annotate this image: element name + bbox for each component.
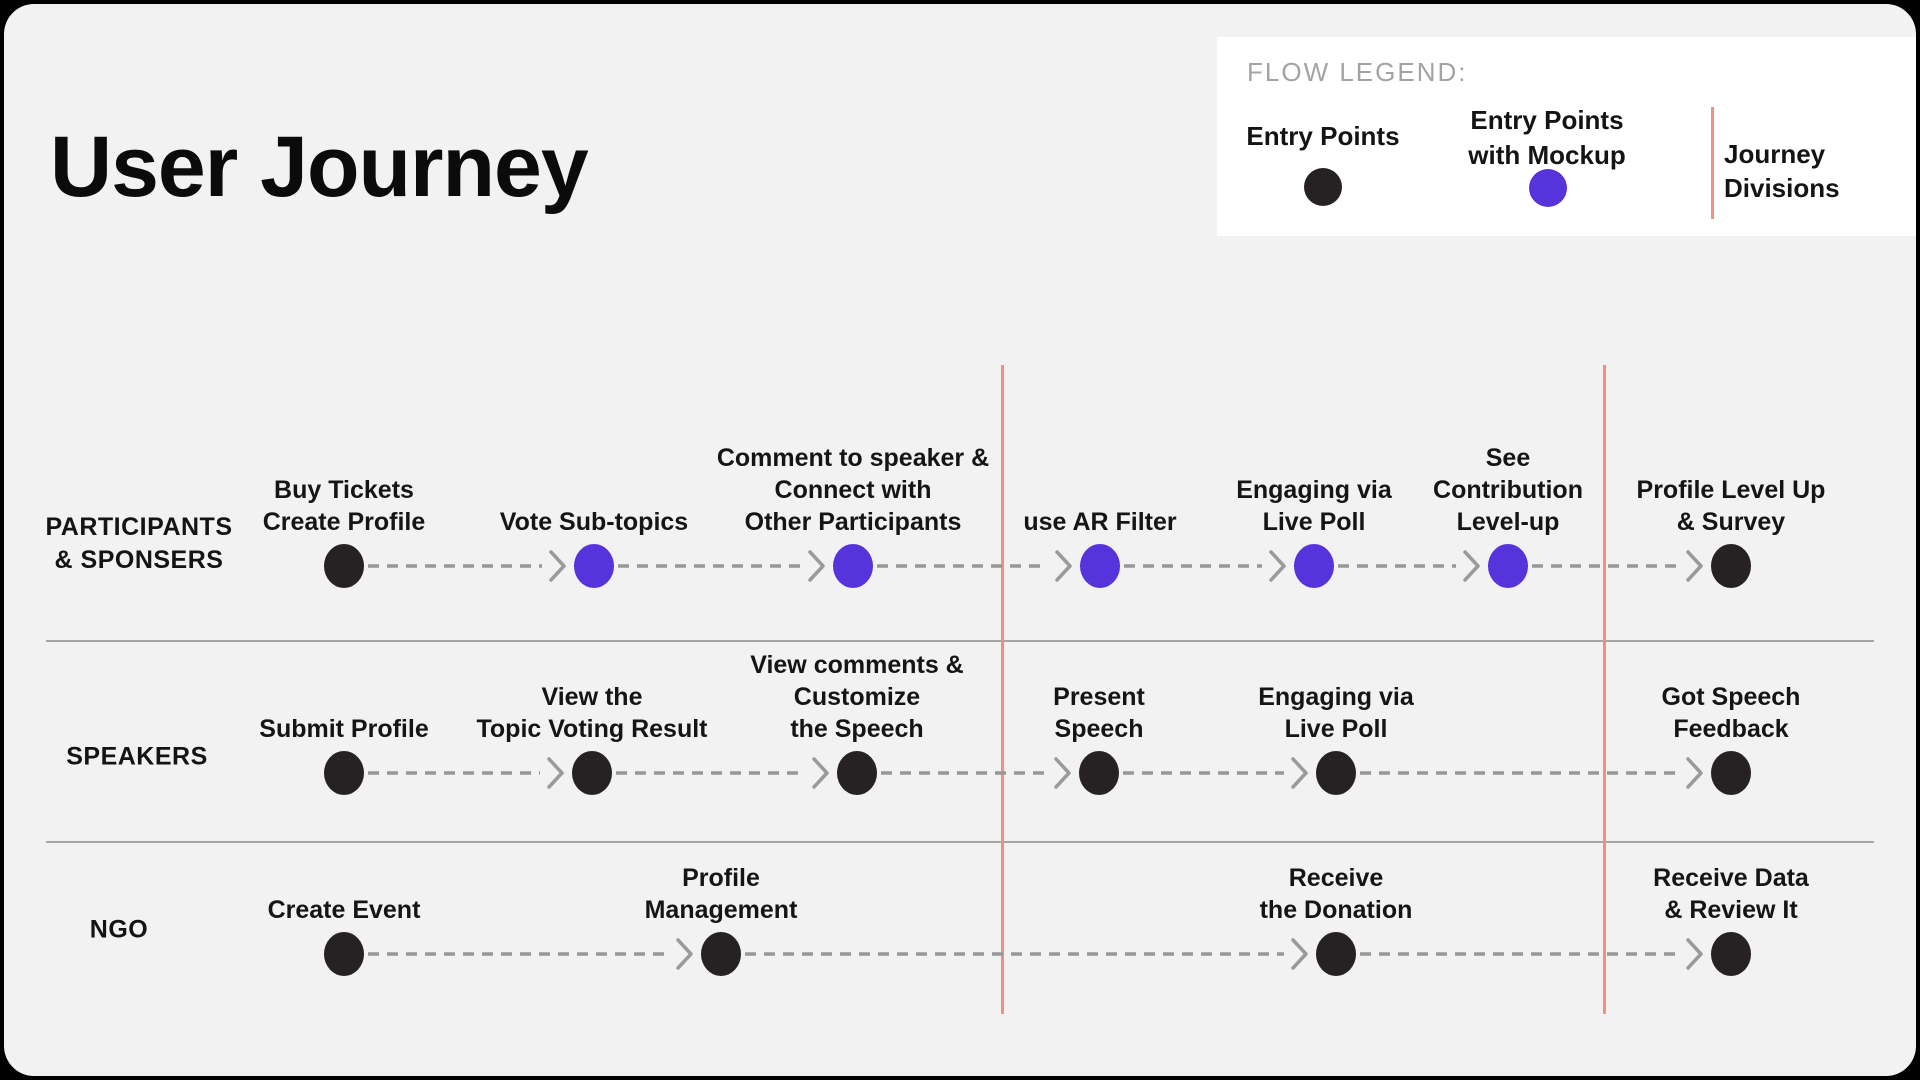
entry-point-dot [1711, 544, 1751, 588]
node-label: Profile Level Up & Survey [1636, 476, 1826, 536]
node-label: Got Speech Feedback [1661, 683, 1801, 743]
entry-point-dot-icon [1304, 168, 1342, 206]
legend-entry-points-mockup-label: Entry Points with Mockup [1468, 105, 1626, 170]
row-label-participants-sponsers: PARTICIPANTS & SPONSERS [45, 513, 233, 574]
entry-point-dot [1711, 932, 1751, 976]
flow-legend: FLOW LEGEND: Entry Points Entry Points w… [1217, 37, 1916, 236]
node-label: Engaging via Live Poll [1258, 683, 1414, 743]
entry-point-dot [572, 751, 612, 795]
node-label: Comment to speaker & Connect with Other … [716, 444, 990, 536]
mockup-entry-point-dot-icon [1529, 169, 1567, 207]
entry-point-dot [701, 932, 741, 976]
entry-point-dot [1316, 932, 1356, 976]
node-label: Present Speech [1053, 683, 1145, 743]
mockup-entry-point-dot [833, 544, 873, 588]
node-label: See Contribution Level-up [1433, 444, 1583, 536]
node-label: Create Event [267, 896, 421, 924]
entry-point-dot [324, 751, 364, 795]
legend-heading: FLOW LEGEND: [1247, 57, 1468, 87]
mockup-entry-point-dot [1294, 544, 1334, 588]
mockup-entry-point-dot [1488, 544, 1528, 588]
entry-point-dot [1316, 751, 1356, 795]
mockup-entry-point-dot [574, 544, 614, 588]
entry-point-dot [324, 932, 364, 976]
entry-point-dot [837, 751, 877, 795]
row-divider [46, 841, 1874, 843]
node-label: Buy Tickets Create Profile [262, 476, 426, 536]
entry-point-dot [1711, 751, 1751, 795]
row-label-ngo: NGO [89, 915, 149, 944]
entry-point-dot [1079, 751, 1119, 795]
page-title: User Journey [50, 119, 589, 215]
journey-division-line-icon [1711, 107, 1714, 219]
row-divider [46, 640, 1874, 642]
entry-point-dot [324, 544, 364, 588]
journey-division-line [1603, 365, 1606, 1014]
node-label: View comments & Customize the Speech [750, 651, 964, 743]
journey-division-line [1001, 365, 1004, 1014]
mockup-entry-point-dot [1080, 544, 1120, 588]
node-label: View the Topic Voting Result [476, 683, 708, 743]
node-label: Submit Profile [259, 715, 429, 743]
node-label: Profile Management [644, 864, 798, 924]
row-label-speakers: SPEAKERS [66, 742, 208, 771]
legend-entry-points-label: Entry Points [1246, 121, 1400, 151]
node-label: Receive the Donation [1259, 864, 1413, 924]
node-label: Receive Data & Review It [1653, 864, 1809, 924]
legend-journey-divisions-label: Journey Divisions [1724, 139, 1840, 203]
node-label: Vote Sub-topics [499, 508, 689, 536]
node-label: Engaging via Live Poll [1236, 476, 1392, 536]
node-label: use AR Filter [1023, 508, 1177, 536]
